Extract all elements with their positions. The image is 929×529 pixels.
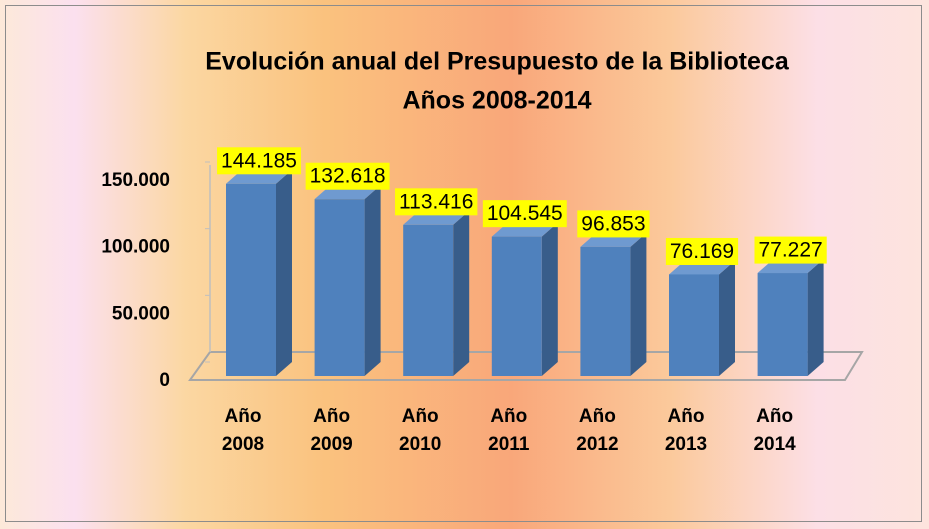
data-label: 96.853 <box>581 212 645 235</box>
bar <box>314 199 365 376</box>
bar-side <box>807 259 824 376</box>
x-tick-label: Año 2009 <box>310 406 353 455</box>
data-label: 104.545 <box>487 202 563 225</box>
data-label-background <box>305 162 390 190</box>
data-label: 113.416 <box>399 190 473 213</box>
bar-side <box>630 232 647 376</box>
y-tick-label: 100.000 <box>101 237 170 258</box>
floor <box>188 351 864 381</box>
bar-side <box>364 185 381 376</box>
bar <box>403 224 454 376</box>
data-label: 132.618 <box>310 165 386 188</box>
data-label-background <box>395 188 478 216</box>
y-tick-label: 0 <box>159 370 170 391</box>
bar <box>757 273 808 376</box>
x-tick-label: Año 2012 <box>576 406 619 455</box>
y-tick-label: 50.000 <box>112 303 170 324</box>
data-label-background <box>665 237 739 265</box>
bar-side <box>276 169 292 376</box>
bar <box>580 246 631 376</box>
data-label-background <box>217 147 301 175</box>
chart-subtitle: Años 2008-2014 <box>402 87 591 115</box>
bar-side <box>541 222 558 376</box>
data-label-background <box>482 200 567 228</box>
data-label: 77.227 <box>758 239 822 262</box>
data-label-background <box>754 236 827 264</box>
data-label: 76.169 <box>670 240 734 263</box>
bar <box>491 236 542 376</box>
x-tick-label: Año 2014 <box>753 406 796 455</box>
bar <box>226 183 276 376</box>
data-label: 144.185 <box>221 149 297 172</box>
frame <box>5 5 922 522</box>
bar-side <box>719 260 735 376</box>
x-tick-label: Año 2013 <box>664 406 708 455</box>
x-tick-label: Año 2008 <box>221 406 265 455</box>
bar <box>669 274 719 376</box>
chart-title: Evolución anual del Presupuesto de la Bi… <box>205 48 790 76</box>
y-tick-label: 150.000 <box>101 170 170 191</box>
data-label-background <box>577 210 650 238</box>
bar-side <box>453 210 470 376</box>
x-tick-label: Año 2011 <box>488 406 530 455</box>
x-tick-label: Año 2010 <box>399 406 442 455</box>
